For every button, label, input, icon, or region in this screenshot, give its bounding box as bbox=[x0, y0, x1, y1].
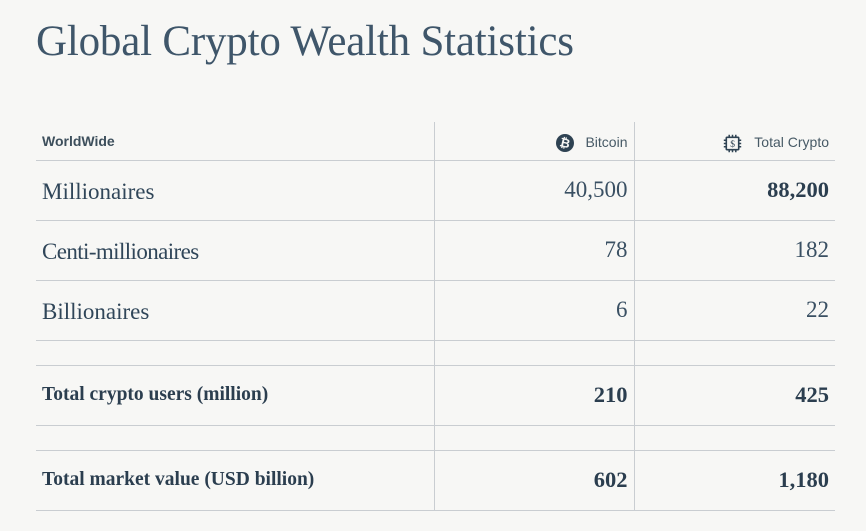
svg-text:₿: ₿ bbox=[559, 136, 572, 152]
svg-text:$: $ bbox=[731, 139, 736, 150]
